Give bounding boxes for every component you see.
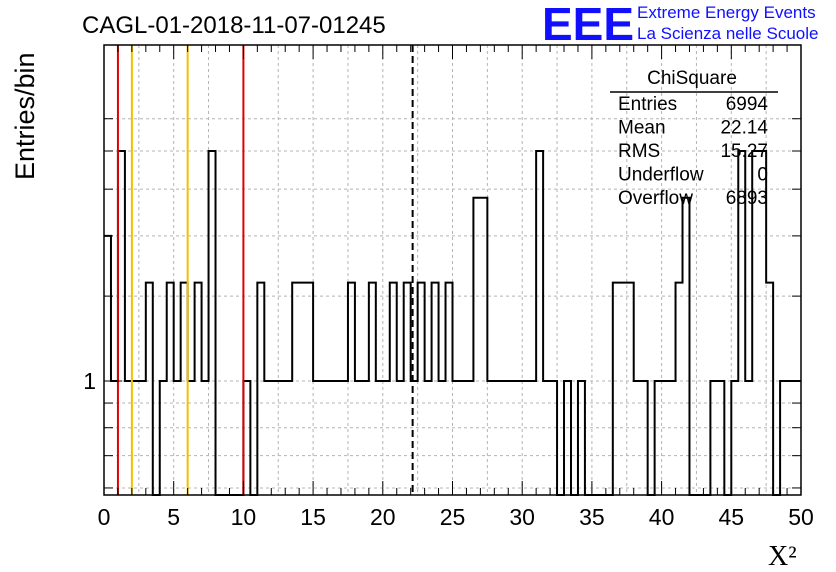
histogram-bin (731, 381, 738, 495)
histogram-bin (390, 283, 397, 495)
chart-title: CAGL-01-2018-11-07-01245 (82, 12, 386, 39)
histogram-bin (613, 283, 627, 495)
histogram-bin (181, 283, 188, 495)
histogram-bin (111, 381, 118, 495)
histogram-bin (383, 381, 390, 495)
histogram-bin (564, 381, 571, 495)
histogram-bin (536, 151, 543, 495)
eee-logo: EEE Extreme Energy Events La Scienza nel… (542, 0, 818, 50)
histogram-bin (439, 381, 446, 495)
histogram-bin (780, 381, 801, 495)
axes: 0 5 10 15 20 25 30 35 40 45 50 1 (83, 44, 814, 530)
histogram-bin (432, 283, 439, 495)
histogram-bin (195, 283, 202, 495)
histogram-bin (348, 283, 355, 495)
x-tick-label: 35 (579, 504, 605, 530)
stats-value: 22.14 (720, 118, 768, 139)
histogram-bin (683, 198, 690, 495)
histogram-bin (487, 381, 494, 495)
histogram-bin (634, 381, 648, 495)
stats-value: 6893 (726, 188, 768, 209)
histogram-bin (243, 381, 250, 495)
histogram-bin (376, 381, 383, 495)
stats-label: Mean (618, 118, 666, 139)
x-tick-label: 40 (649, 504, 675, 530)
histogram-bin (174, 381, 181, 495)
histogram-bin (397, 381, 404, 495)
stats-title: ChiSquare (647, 68, 737, 89)
histogram-bin (669, 381, 676, 495)
x-tick-label: 25 (440, 504, 466, 530)
histogram-bin (543, 381, 557, 495)
histogram-bin (425, 381, 432, 495)
histogram-bin (160, 381, 167, 495)
marker-lines (116, 45, 414, 495)
histogram-bin (285, 381, 292, 495)
histogram-bin (125, 381, 132, 495)
stats-value: 15.27 (720, 141, 768, 162)
stats-box: ChiSquare Entries 6994 Mean 22.14 RMS 15.27 Un… (610, 68, 778, 209)
histogram-bin (676, 283, 683, 495)
x-tick-label: 10 (231, 504, 257, 530)
histogram-outline (104, 150, 801, 496)
histogram-bin (188, 381, 195, 495)
stats-label: Entries (618, 94, 677, 115)
histogram-bin (202, 381, 209, 495)
histogram-bin (404, 283, 411, 495)
histogram-bin (313, 381, 348, 495)
eee-logo-line2: La Scienza nelle Scuole (637, 24, 818, 43)
x-tick-label: 15 (300, 504, 326, 530)
histogram-bin (473, 198, 487, 495)
histogram-bin (459, 381, 473, 495)
histogram-bin (118, 151, 125, 495)
histogram-bin (766, 283, 773, 495)
histogram-bin (494, 381, 536, 495)
x-tick-label: 30 (509, 504, 535, 530)
histogram-bin (132, 381, 146, 495)
histogram-bin (453, 381, 460, 495)
eee-logo-line1: Extreme Energy Events (637, 3, 816, 22)
histogram-bin (292, 283, 313, 495)
histogram-bin (418, 283, 425, 495)
histogram-bin (146, 283, 153, 495)
stats-label: Overflow (618, 188, 693, 209)
histogram-bin (355, 381, 369, 495)
x-tick-label: 5 (167, 504, 180, 530)
histogram-bin (717, 381, 724, 495)
histogram-bin (627, 283, 634, 495)
eee-logo-mark: EEE (542, 0, 634, 50)
histogram-bin (264, 381, 271, 495)
x-tick-label: 50 (788, 504, 814, 530)
histogram-bin (578, 381, 585, 495)
stats-label: RMS (618, 141, 660, 162)
histogram (104, 150, 801, 496)
x-tick-label: 20 (370, 504, 396, 530)
histogram-bin (257, 283, 264, 495)
histogram-bin (745, 381, 752, 495)
x-tick-label: 45 (719, 504, 745, 530)
histogram-bin (446, 283, 453, 495)
histogram-bin (655, 381, 669, 495)
histogram-bin (167, 283, 174, 495)
y-tick-label: 1 (83, 368, 96, 394)
histogram-bin (209, 151, 216, 495)
histogram-bin (710, 381, 717, 495)
x-tick-label: 0 (98, 504, 111, 530)
stats-value: 6994 (726, 94, 769, 115)
x-axis-label-text: X² (768, 541, 797, 572)
stats-value: 0 (757, 165, 768, 186)
histogram-bin (271, 381, 285, 495)
stats-label: Underflow (618, 165, 704, 186)
x-axis-label: X² (768, 541, 797, 572)
histogram-bin (369, 283, 376, 495)
y-axis-label: Entries/bin (10, 52, 40, 180)
